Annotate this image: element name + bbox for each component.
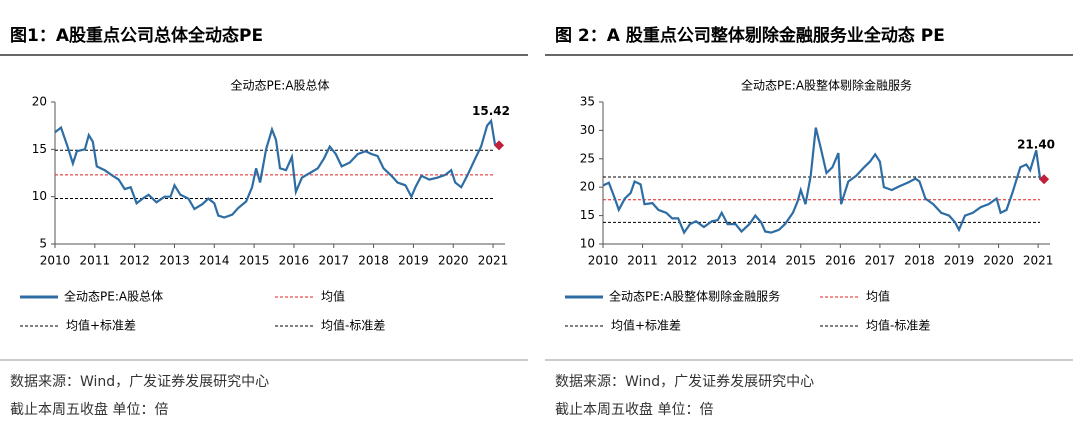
x-tick-label: 2013 bbox=[706, 254, 737, 268]
y-tick-label: 5 bbox=[39, 237, 47, 251]
x-tick-label: 2010 bbox=[40, 254, 71, 268]
x-tick-label: 2014 bbox=[746, 254, 777, 268]
x-tick-label: 2016 bbox=[825, 254, 856, 268]
y-tick-label: 20 bbox=[32, 95, 47, 109]
legend-label: 全动态PE:A股总体 bbox=[64, 289, 163, 304]
y-tick-label: 10 bbox=[32, 189, 47, 203]
x-tick-label: 2011 bbox=[627, 254, 658, 268]
x-tick-label: 2011 bbox=[80, 254, 111, 268]
data-line bbox=[602, 127, 1045, 235]
panel-heading: 图 2：A 股重点公司整体剔除金融服务业全动态 PE bbox=[555, 25, 945, 46]
last-point-marker bbox=[1039, 174, 1050, 185]
x-tick-label: 2013 bbox=[159, 254, 190, 268]
last-value-label: 15.42 bbox=[472, 104, 510, 118]
y-tick-label: 10 bbox=[580, 237, 595, 251]
source-note: 数据来源：Wind，广发证券发展研究中心 bbox=[10, 374, 269, 390]
legend-label: 全动态PE:A股整体剔除金融服务 bbox=[609, 289, 780, 304]
legend-label: 均值+标准差 bbox=[611, 318, 681, 333]
y-tick-label: 15 bbox=[580, 208, 595, 222]
y-tick-label: 15 bbox=[32, 142, 47, 156]
x-tick-label: 2017 bbox=[318, 254, 349, 268]
y-tick-label: 30 bbox=[580, 123, 595, 137]
x-tick-label: 2018 bbox=[358, 254, 389, 268]
chart-panel: 图1：A股重点公司总体全动态PE 全动态PE:A股总体 5 10 15 20 2010 201… bbox=[0, 25, 528, 418]
source-note: 数据来源：Wind，广发证券发展研究中心 bbox=[555, 374, 814, 390]
x-tick-label: 2019 bbox=[398, 254, 429, 268]
chart-title: 全动态PE:A股整体剔除金融服务 bbox=[741, 78, 912, 93]
legend-label: 均值+标准差 bbox=[66, 318, 136, 333]
x-tick-label: 2010 bbox=[588, 254, 619, 268]
last-value-label: 21.40 bbox=[1017, 138, 1055, 152]
chart-title: 全动态PE:A股总体 bbox=[230, 78, 329, 93]
x-tick-label: 2012 bbox=[119, 254, 150, 268]
y-tick-label: 35 bbox=[580, 95, 595, 109]
x-tick-label: 2019 bbox=[944, 254, 975, 268]
y-tick-label: 20 bbox=[580, 180, 595, 194]
data-line bbox=[54, 118, 500, 219]
x-tick-label: 2015 bbox=[786, 254, 817, 268]
legend-label: 均值-标准差 bbox=[321, 318, 385, 333]
x-tick-label: 2018 bbox=[904, 254, 935, 268]
legend-label: 均值-标准差 bbox=[866, 318, 930, 333]
x-tick-label: 2020 bbox=[438, 254, 469, 268]
panel-heading: 图1：A股重点公司总体全动态PE bbox=[10, 25, 263, 46]
x-tick-label: 2021 bbox=[478, 254, 509, 268]
unit-note: 截止本周五收盘 单位：倍 bbox=[555, 401, 713, 418]
y-tick-label: 25 bbox=[580, 151, 595, 165]
x-tick-label: 2020 bbox=[983, 254, 1014, 268]
x-tick-label: 2016 bbox=[279, 254, 310, 268]
chart-panel: 图 2：A 股重点公司整体剔除金融服务业全动态 PE 全动态PE:A股整体剔除金融… bbox=[545, 25, 1073, 418]
last-point-marker bbox=[494, 140, 505, 151]
legend-label: 均值 bbox=[321, 289, 345, 304]
x-tick-label: 2017 bbox=[865, 254, 896, 268]
x-tick-label: 2012 bbox=[667, 254, 698, 268]
x-tick-label: 2021 bbox=[1023, 254, 1054, 268]
legend-label: 均值 bbox=[866, 289, 890, 304]
x-tick-label: 2014 bbox=[199, 254, 230, 268]
unit-note: 截止本周五收盘 单位：倍 bbox=[10, 401, 168, 418]
x-tick-label: 2015 bbox=[239, 254, 270, 268]
